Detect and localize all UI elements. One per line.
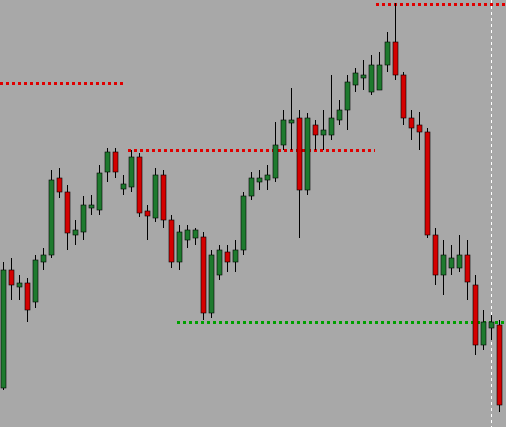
candle-body: [456, 254, 463, 269]
candle-body: [96, 172, 103, 211]
candle-body: [288, 119, 295, 124]
candle-body: [472, 284, 479, 346]
candle-body: [384, 41, 391, 66]
candle-body: [248, 177, 255, 197]
candle-body: [432, 234, 439, 276]
candle-body: [176, 231, 183, 263]
candle-body: [360, 74, 367, 79]
candle-body: [392, 41, 399, 76]
candle-body: [104, 151, 111, 173]
candle-body: [264, 174, 271, 181]
candle-body: [72, 229, 79, 236]
candle-body: [232, 249, 239, 263]
candle-body: [0, 269, 7, 389]
candle-body: [440, 254, 447, 276]
candle-body: [136, 156, 143, 214]
candle-body: [216, 249, 223, 276]
candle-body: [80, 204, 87, 233]
candle-body: [336, 109, 343, 121]
candle-body: [24, 282, 31, 311]
candle-body: [328, 117, 335, 136]
candle-body: [304, 117, 311, 191]
candle-body: [16, 282, 23, 288]
candle-body: [344, 81, 351, 111]
candle-body: [192, 229, 199, 239]
candle-body: [296, 117, 303, 191]
candle-body: [208, 254, 215, 314]
candle-body: [48, 179, 55, 256]
candle-body: [280, 119, 287, 146]
candle-body: [256, 177, 263, 183]
candle-body: [480, 321, 487, 346]
candle-body: [56, 177, 63, 193]
candle-body: [168, 219, 175, 263]
candle-body: [496, 324, 503, 406]
candle-body: [160, 174, 167, 221]
candle-body: [488, 321, 495, 329]
candle-body: [112, 151, 119, 173]
candle-body: [320, 129, 327, 136]
candle-body: [464, 254, 471, 283]
candle-body: [400, 74, 407, 119]
candle-body: [272, 144, 279, 179]
candle-body: [408, 117, 415, 129]
candle-body: [8, 269, 15, 286]
candle-body: [144, 210, 151, 217]
candle-body: [312, 124, 319, 136]
candle-body: [128, 156, 135, 188]
candle-body: [416, 124, 423, 133]
candle-body: [32, 259, 39, 303]
candle-body: [240, 195, 247, 251]
candle-body: [88, 204, 95, 209]
candle-body: [120, 183, 127, 190]
candle-body: [368, 64, 375, 93]
candle-body: [64, 191, 71, 234]
candle-body: [424, 131, 431, 236]
candle-body: [376, 64, 383, 91]
candle-body: [184, 229, 191, 241]
candle-body: [224, 251, 231, 263]
candle-body: [200, 236, 207, 314]
candle-body: [152, 174, 159, 219]
candle-body: [40, 254, 47, 263]
candle-body: [448, 257, 455, 269]
candle-body: [352, 72, 359, 86]
